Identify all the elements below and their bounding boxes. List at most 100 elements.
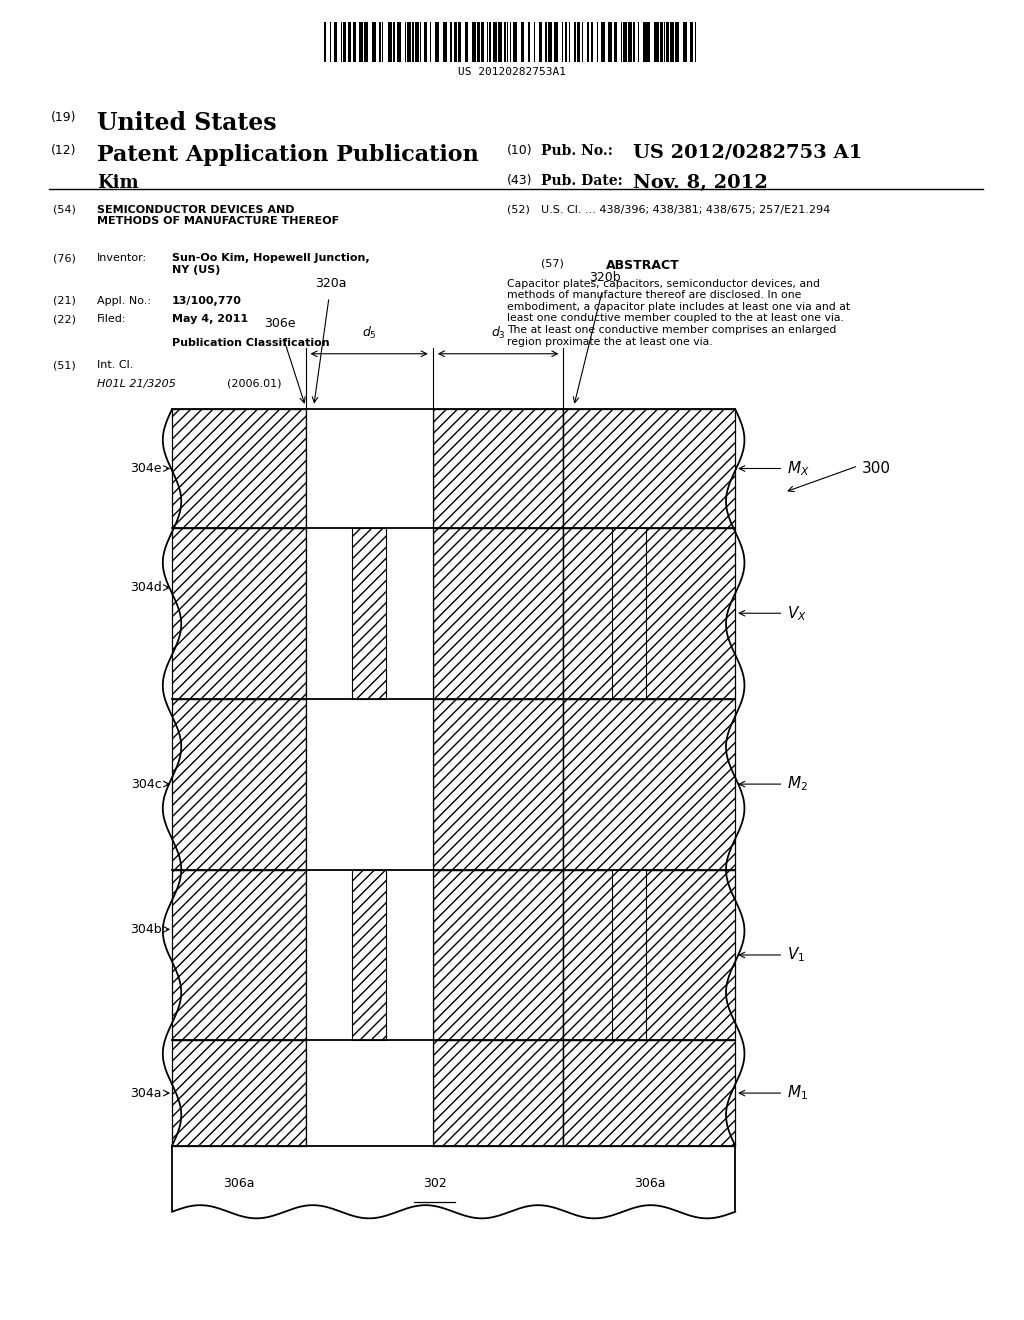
Bar <box>382 22 383 62</box>
Text: Nov. 8, 2012: Nov. 8, 2012 <box>633 174 768 193</box>
Text: (51): (51) <box>53 360 76 371</box>
Bar <box>613 22 616 62</box>
Bar <box>352 528 386 698</box>
Text: (19): (19) <box>51 111 77 124</box>
Text: 308b: 308b <box>284 974 313 987</box>
Bar <box>352 870 386 1040</box>
Bar <box>653 22 657 62</box>
Text: Int. Cl.: Int. Cl. <box>97 360 134 371</box>
Bar <box>459 22 461 62</box>
Text: 306c: 306c <box>567 791 596 804</box>
Bar <box>415 22 419 62</box>
Text: 304c: 304c <box>131 777 162 791</box>
Bar <box>683 22 687 62</box>
Bar <box>433 1040 563 1146</box>
Bar <box>624 22 628 62</box>
Text: Publication Classification: Publication Classification <box>172 338 330 348</box>
Text: 304a: 304a <box>130 1086 162 1100</box>
Bar <box>172 1146 735 1221</box>
Bar <box>387 22 391 62</box>
Text: $M_1$: $M_1$ <box>787 1084 808 1102</box>
Bar <box>498 22 502 62</box>
Bar <box>454 22 457 62</box>
Bar <box>359 22 364 62</box>
Bar <box>643 22 644 62</box>
Text: 308d: 308d <box>284 619 313 632</box>
Text: Filed:: Filed: <box>97 314 127 325</box>
Text: $d_3$: $d_3$ <box>490 325 506 341</box>
Text: 308b: 308b <box>639 931 669 944</box>
Bar <box>629 22 633 62</box>
Bar <box>608 22 612 62</box>
Bar <box>465 22 468 62</box>
Text: (57): (57) <box>541 259 563 269</box>
Text: H01L 21/3205: H01L 21/3205 <box>97 379 176 389</box>
Text: (10): (10) <box>507 144 532 157</box>
Bar <box>172 870 305 1040</box>
Bar <box>568 22 570 62</box>
Bar <box>670 22 674 62</box>
Bar <box>353 22 356 62</box>
Text: 302: 302 <box>423 1177 446 1189</box>
Bar <box>348 22 350 62</box>
Text: US 20120282753A1: US 20120282753A1 <box>458 67 566 78</box>
Bar <box>633 22 635 62</box>
Bar <box>563 1040 735 1146</box>
Text: $V_1$: $V_1$ <box>787 945 806 965</box>
Bar <box>666 22 669 62</box>
Bar <box>504 22 506 62</box>
Bar <box>172 409 735 1146</box>
Bar <box>520 22 523 62</box>
Bar <box>554 22 558 62</box>
Text: Sun-Oo Kim, Hopewell Junction,
NY (US): Sun-Oo Kim, Hopewell Junction, NY (US) <box>172 253 370 275</box>
Bar <box>393 22 395 62</box>
Bar <box>433 409 563 528</box>
Bar <box>577 22 580 62</box>
Bar <box>433 698 563 870</box>
Bar <box>172 409 305 528</box>
Text: 306a: 306a <box>223 1177 255 1189</box>
Text: (22): (22) <box>53 314 76 325</box>
Bar <box>172 1040 305 1146</box>
Bar <box>591 22 593 62</box>
Text: $M_2$: $M_2$ <box>787 775 808 793</box>
Text: Pub. Date:: Pub. Date: <box>541 174 623 189</box>
Text: United States: United States <box>97 111 276 135</box>
Bar <box>540 22 543 62</box>
Text: 304e: 304e <box>130 462 162 475</box>
Bar <box>334 22 337 62</box>
Bar <box>527 22 530 62</box>
Text: Capacitor plates, capacitors, semiconductor devices, and
methods of manufacture : Capacitor plates, capacitors, semiconduc… <box>507 279 850 347</box>
Bar <box>513 22 516 62</box>
Text: SEMICONDUCTOR DEVICES AND
METHODS OF MANUFACTURE THEREOF: SEMICONDUCTOR DEVICES AND METHODS OF MAN… <box>97 205 339 226</box>
Bar <box>574 22 577 62</box>
Bar <box>494 22 497 62</box>
Text: Patent Application Publication: Patent Application Publication <box>97 144 479 166</box>
Bar <box>379 22 381 62</box>
Text: 304d: 304d <box>130 581 162 594</box>
Bar <box>645 22 649 62</box>
Bar <box>305 698 433 870</box>
Bar <box>172 698 305 870</box>
Bar <box>481 22 483 62</box>
Text: (12): (12) <box>51 144 77 157</box>
Text: (43): (43) <box>507 174 532 187</box>
Text: (76): (76) <box>53 253 76 264</box>
Text: Inventor:: Inventor: <box>97 253 147 264</box>
Bar <box>545 22 547 62</box>
Text: 306a: 306a <box>634 1177 666 1189</box>
Bar <box>690 22 692 62</box>
Bar <box>563 409 735 528</box>
Bar <box>563 870 735 1040</box>
Bar <box>424 22 427 62</box>
Bar <box>413 22 414 62</box>
Bar <box>305 870 433 1040</box>
Bar <box>588 22 589 62</box>
Text: (52): (52) <box>507 205 529 215</box>
Bar <box>601 22 605 62</box>
Bar <box>305 409 433 528</box>
Bar <box>443 22 447 62</box>
Text: Kim: Kim <box>97 174 139 193</box>
Text: $d_5$: $d_5$ <box>361 325 377 341</box>
Bar <box>660 22 664 62</box>
